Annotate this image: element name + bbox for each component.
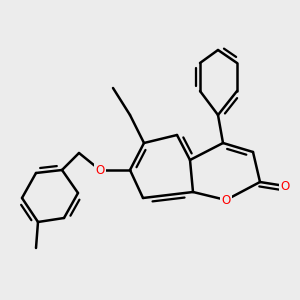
Text: O: O (95, 164, 105, 176)
Text: O: O (280, 179, 290, 193)
Text: O: O (221, 194, 231, 206)
